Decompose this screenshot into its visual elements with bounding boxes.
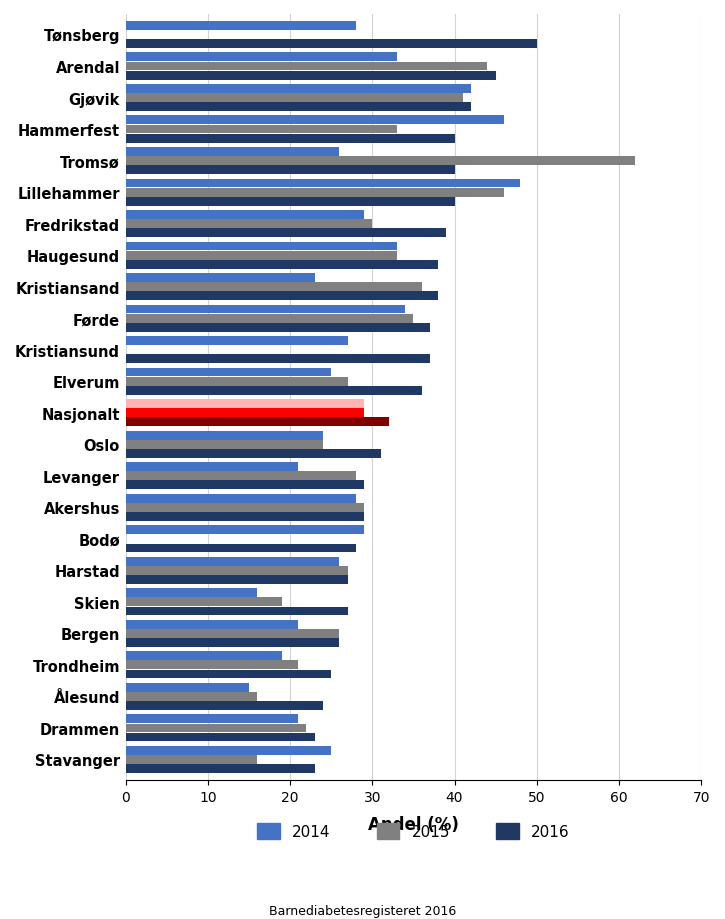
Bar bbox=[125, 494, 356, 503]
Bar bbox=[125, 210, 364, 220]
Bar bbox=[125, 575, 347, 584]
Bar bbox=[125, 639, 339, 647]
Bar bbox=[125, 283, 422, 291]
Bar bbox=[125, 462, 298, 471]
Bar bbox=[125, 755, 257, 764]
Bar bbox=[125, 692, 257, 701]
Bar bbox=[125, 652, 282, 661]
Bar bbox=[125, 53, 397, 62]
Bar bbox=[125, 409, 364, 418]
Bar bbox=[125, 336, 347, 346]
Bar bbox=[125, 504, 364, 512]
Bar bbox=[125, 683, 249, 692]
Bar bbox=[125, 188, 504, 198]
Bar bbox=[125, 40, 536, 49]
X-axis label: Andel (%): Andel (%) bbox=[368, 815, 459, 833]
Bar bbox=[125, 526, 364, 535]
Bar bbox=[125, 440, 323, 449]
Bar bbox=[125, 387, 422, 395]
Bar bbox=[125, 292, 438, 301]
Bar bbox=[125, 134, 455, 143]
Bar bbox=[125, 765, 315, 773]
Bar bbox=[125, 589, 257, 597]
Bar bbox=[125, 117, 504, 125]
Bar bbox=[125, 400, 364, 409]
Bar bbox=[125, 369, 331, 377]
Bar bbox=[125, 148, 339, 156]
Bar bbox=[125, 724, 307, 732]
Bar bbox=[125, 22, 356, 30]
Bar bbox=[125, 732, 315, 742]
Bar bbox=[125, 126, 397, 134]
Bar bbox=[125, 607, 347, 616]
Bar bbox=[125, 566, 347, 575]
Bar bbox=[125, 229, 447, 238]
Text: Barnediabetesregisteret 2016: Barnediabetesregisteret 2016 bbox=[269, 904, 456, 917]
Bar bbox=[125, 166, 455, 175]
Bar bbox=[125, 630, 339, 638]
Legend: 2014, 2015, 2016: 2014, 2015, 2016 bbox=[251, 817, 576, 845]
Bar bbox=[125, 449, 381, 459]
Bar bbox=[125, 198, 455, 207]
Bar bbox=[125, 418, 389, 426]
Bar bbox=[125, 715, 298, 723]
Bar bbox=[125, 220, 372, 229]
Bar bbox=[125, 620, 298, 629]
Bar bbox=[125, 305, 405, 314]
Bar bbox=[125, 157, 635, 165]
Bar bbox=[125, 557, 339, 566]
Bar bbox=[125, 179, 521, 188]
Bar bbox=[125, 544, 356, 552]
Bar bbox=[125, 701, 323, 710]
Bar bbox=[125, 481, 364, 490]
Bar bbox=[125, 85, 471, 94]
Bar bbox=[125, 243, 397, 251]
Bar bbox=[125, 746, 331, 754]
Bar bbox=[125, 72, 496, 81]
Bar bbox=[125, 261, 438, 269]
Bar bbox=[125, 274, 315, 283]
Bar bbox=[125, 597, 282, 607]
Bar bbox=[125, 471, 356, 481]
Bar bbox=[125, 670, 331, 679]
Bar bbox=[125, 513, 364, 521]
Bar bbox=[125, 62, 487, 72]
Bar bbox=[125, 252, 397, 260]
Bar bbox=[125, 103, 471, 112]
Bar bbox=[125, 431, 323, 440]
Bar bbox=[125, 355, 430, 364]
Bar bbox=[125, 323, 430, 333]
Bar bbox=[125, 314, 413, 323]
Bar bbox=[125, 94, 463, 103]
Bar bbox=[125, 661, 298, 670]
Bar bbox=[125, 378, 347, 386]
